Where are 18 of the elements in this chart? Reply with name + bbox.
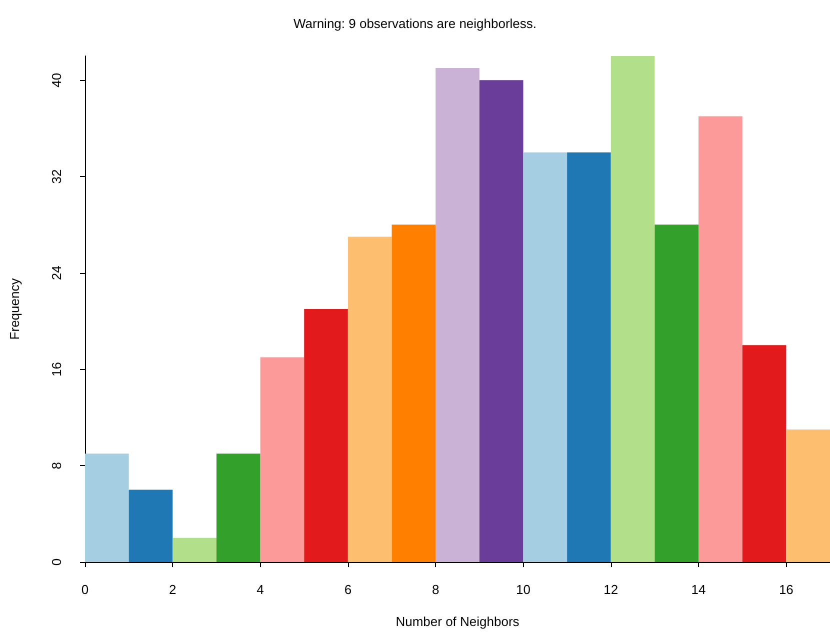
chart-title: Warning: 9 observations are neighborless.: [293, 16, 537, 31]
x-tick-label: 16: [778, 582, 794, 597]
x-tick-label: 12: [604, 582, 618, 597]
y-axis-title: Frequency: [7, 278, 22, 340]
y-tick-label: 8: [49, 462, 64, 470]
y-tick-label: 32: [49, 169, 64, 184]
x-tick-label: 0: [81, 582, 89, 597]
x-tick-label: 10: [516, 582, 530, 597]
y-tick-label: 24: [49, 266, 64, 280]
y-tick-label: 40: [49, 72, 64, 88]
x-tick-label: 6: [344, 582, 352, 597]
y-tick-label: 16: [49, 362, 64, 376]
y-tick-label: 0: [49, 558, 64, 566]
x-tick-label: 8: [432, 582, 440, 597]
x-tick-label: 2: [169, 582, 176, 597]
x-axis-title: Number of Neighbors: [396, 614, 520, 629]
x-tick-label: 4: [256, 582, 264, 597]
x-tick-label: 14: [691, 582, 706, 597]
